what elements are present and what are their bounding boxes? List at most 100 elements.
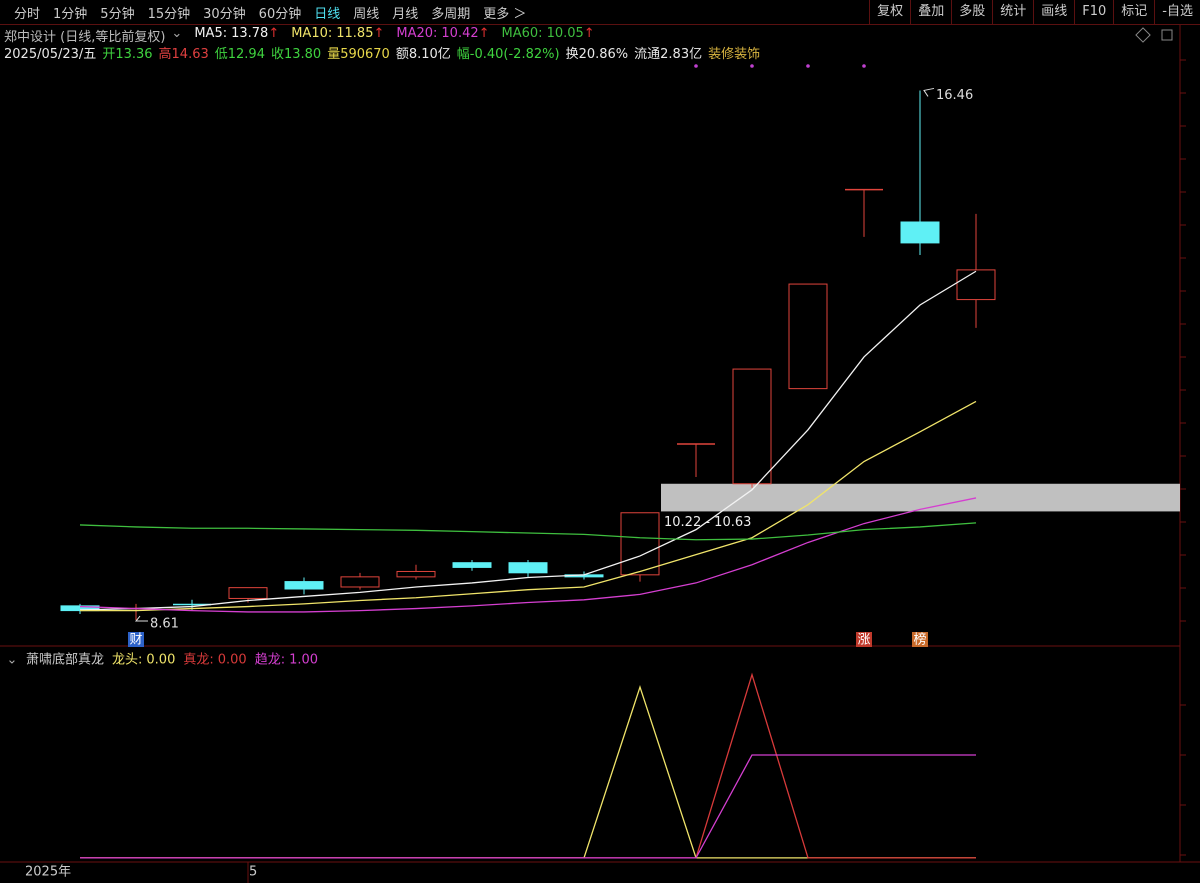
quote-field: 量590670 (327, 47, 390, 62)
quote-field: 幅-0.40(-2.82%) (456, 47, 560, 62)
ma-legend: MA5: 13.78↑ (194, 26, 279, 45)
ma-label: MA5: (194, 26, 228, 41)
period-tab[interactable]: 60分钟 (258, 6, 302, 22)
indicator-line (80, 754, 976, 859)
candle-body (620, 512, 660, 576)
indicator-name: 龙头: (112, 653, 142, 668)
indicator-title: 萧啸底部真龙 (26, 652, 104, 668)
period-tab[interactable]: 日线 (314, 6, 341, 22)
ma-trend: ↑ (373, 26, 385, 41)
quote-field: 换20.86% (565, 47, 629, 62)
period-tab[interactable]: 5分钟 (100, 6, 135, 22)
indicator-line (80, 672, 976, 859)
tool-button[interactable]: -自选 (1154, 0, 1200, 24)
ma-label: MA10: (291, 26, 333, 41)
marker-text: 涨 (857, 633, 870, 648)
candle-body (732, 368, 772, 485)
period-tab[interactable]: 月线 (392, 6, 419, 22)
candle-body (452, 562, 492, 568)
tool-button[interactable]: 叠加 (910, 0, 951, 24)
ma-trend: ↑ (478, 26, 490, 41)
candle-body (284, 581, 324, 590)
ma-line (79, 497, 977, 613)
signal-dot (694, 64, 698, 68)
tool-button[interactable]: F10 (1074, 0, 1113, 24)
marker-badge (912, 632, 928, 647)
ma-label: MA60: (501, 26, 543, 41)
diamond-icon[interactable] (1135, 27, 1151, 43)
quote-line: 2025/05/23/五 开13.36 高14.63 低12.94 收13.80 量590… (4, 43, 760, 62)
period-tab[interactable]: 更多 ＞ (483, 6, 527, 22)
candle-body (900, 221, 940, 244)
signal-dot (862, 64, 866, 68)
period-tab[interactable]: 分时 (14, 6, 41, 22)
ma-value: 10.42 (441, 26, 479, 41)
marker-text: 财 (129, 633, 142, 648)
ma-label: MA20: (396, 26, 438, 41)
indicator-line (80, 684, 976, 859)
period-tabs: 分时 1分钟 5分钟 15分钟 30分钟 60分钟 日线 周线 月线 多周期 更多 ＞ (0, 3, 526, 22)
candle-body (396, 570, 436, 578)
tool-button[interactable]: 标记 (1113, 0, 1154, 24)
candle-body (956, 269, 996, 301)
indicator-value: 0.00 (146, 653, 175, 668)
quote-field: 开13.36 (102, 47, 153, 62)
low-label: 8.61 (150, 617, 179, 632)
ma-line (79, 270, 977, 611)
ma-trend: ↑ (268, 26, 280, 41)
signal-dot (806, 64, 810, 68)
arrow (923, 87, 935, 97)
quote-field: 高14.63 (158, 47, 209, 62)
marker-text: 榜 (913, 632, 926, 648)
tool-button[interactable]: 统计 (992, 0, 1033, 24)
ma-legend: MA10: 11.85↑ (291, 26, 384, 45)
indicator-collapse: ⌄ (7, 653, 18, 668)
zone-label: 10.22 - 10.63 (664, 515, 751, 530)
tool-button[interactable]: 画线 (1033, 0, 1074, 24)
ma-value: 13.78 (231, 26, 269, 41)
period-tab[interactable]: 15分钟 (147, 6, 191, 22)
quote-field: 额8.10亿 (395, 47, 451, 62)
indicator-value: 0.00 (218, 653, 247, 668)
chart-title: 郑中设计 (日线,等比前复权) (4, 30, 166, 45)
ma-line (79, 522, 977, 541)
price-zone (661, 483, 1180, 512)
period-tab[interactable]: 1分钟 (53, 6, 88, 22)
toolbar: 分时 1分钟 5分钟 15分钟 30分钟 60分钟 日线 周线 月线 多周期 更多 ＞ 复权 叠加 多股… (0, 0, 1200, 25)
period-tab[interactable]: 30分钟 (203, 6, 246, 22)
quote-field: 装修装饰 (708, 47, 761, 62)
period-tab[interactable]: 多周期 (431, 6, 471, 22)
indicator-name: 趋龙: (255, 653, 285, 668)
high-label: 16.46 (936, 88, 973, 103)
marker-badge (128, 632, 144, 647)
quote-field: 低12.94 (214, 47, 265, 62)
ma-value: 11.85 (336, 26, 374, 41)
arrow (134, 615, 148, 622)
quote-field: 流通2.83亿 (634, 47, 703, 62)
period-tab[interactable]: 周线 (353, 6, 380, 22)
signal-dot (750, 64, 754, 68)
quote-field: 2025/05/23/五 (4, 47, 97, 62)
candle-body (508, 562, 548, 574)
tool-button[interactable]: 多股 (951, 0, 992, 24)
tool-button[interactable]: 复权 (869, 0, 910, 24)
candle-body (228, 587, 268, 599)
info-line: 郑中设计 (日线,等比前复权) ⌄ MA5: 13.78↑ MA10: 11.85↑ M… (4, 26, 595, 45)
collapse-icon[interactable]: ⌄ (171, 26, 183, 41)
tool-buttons: 复权 叠加 多股 统计 画线 F10 标记 -自选 (869, 0, 1200, 24)
indicator-value: 1.00 (289, 653, 318, 668)
ma-value: 10.05 (546, 26, 584, 41)
candle-body (340, 576, 380, 588)
window-icon[interactable] (1161, 29, 1173, 41)
x-axis-label: 5 (249, 865, 257, 880)
indicator-name: 真龙: (183, 653, 213, 668)
ma-legend: MA20: 10.42↑ (396, 26, 489, 45)
ma-line (80, 400, 977, 612)
x-axis-label: 2025年 (25, 865, 71, 880)
ma-trend: ↑ (583, 26, 595, 41)
marker-badge (856, 632, 872, 647)
candle-body (788, 283, 828, 390)
ma-legend: MA60: 10.05↑ (502, 26, 595, 45)
